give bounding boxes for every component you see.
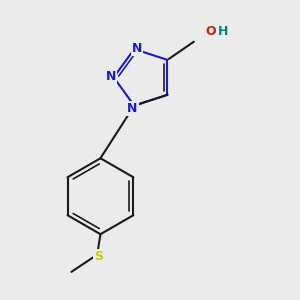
Text: O: O (205, 25, 216, 38)
Text: N: N (106, 70, 116, 83)
Text: N: N (132, 42, 142, 55)
Text: N: N (128, 102, 138, 115)
Text: H: H (218, 25, 228, 38)
Text: S: S (94, 250, 103, 263)
